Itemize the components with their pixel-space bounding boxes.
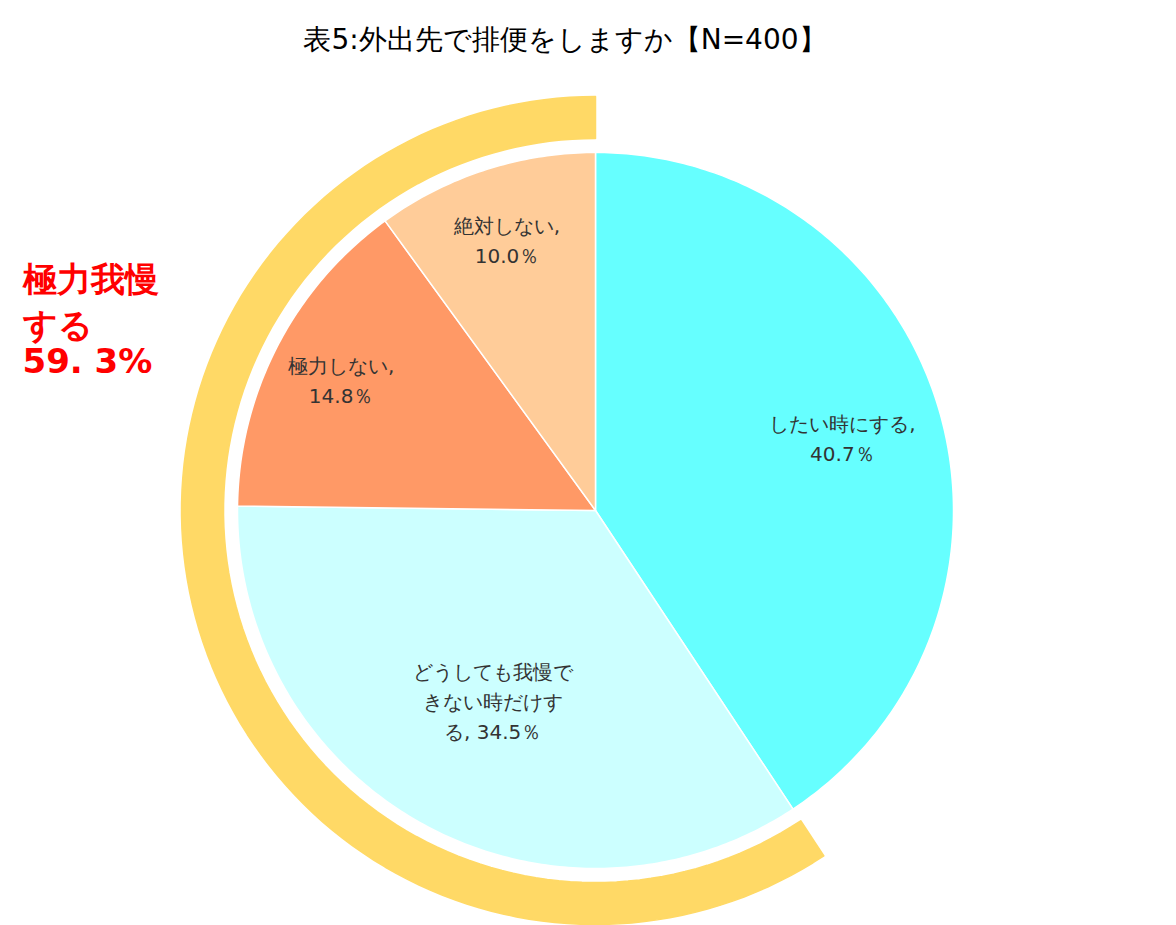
svg-text:どうしても我慢できない時だけする, 34.5％: どうしても我慢できない時だけする, 34.5％ [413, 660, 574, 744]
html-text:表5:外出先で排便をしますか【N=400】: 表5:外出先で排便をしますか【N=400】 [303, 23, 827, 56]
svg-text:したい時にする,40.7％: したい時にする,40.7％ [769, 412, 915, 466]
svg-text:59. 3%: 59. 3% [23, 341, 153, 381]
svg-text:極力しない,14.8％: 極力しない,14.8％ [288, 354, 394, 408]
svg-text:極力我慢する: 極力我慢する [22, 259, 159, 345]
svg-text:絶対しない,10.0％: 絶対しない,10.0％ [453, 214, 560, 268]
